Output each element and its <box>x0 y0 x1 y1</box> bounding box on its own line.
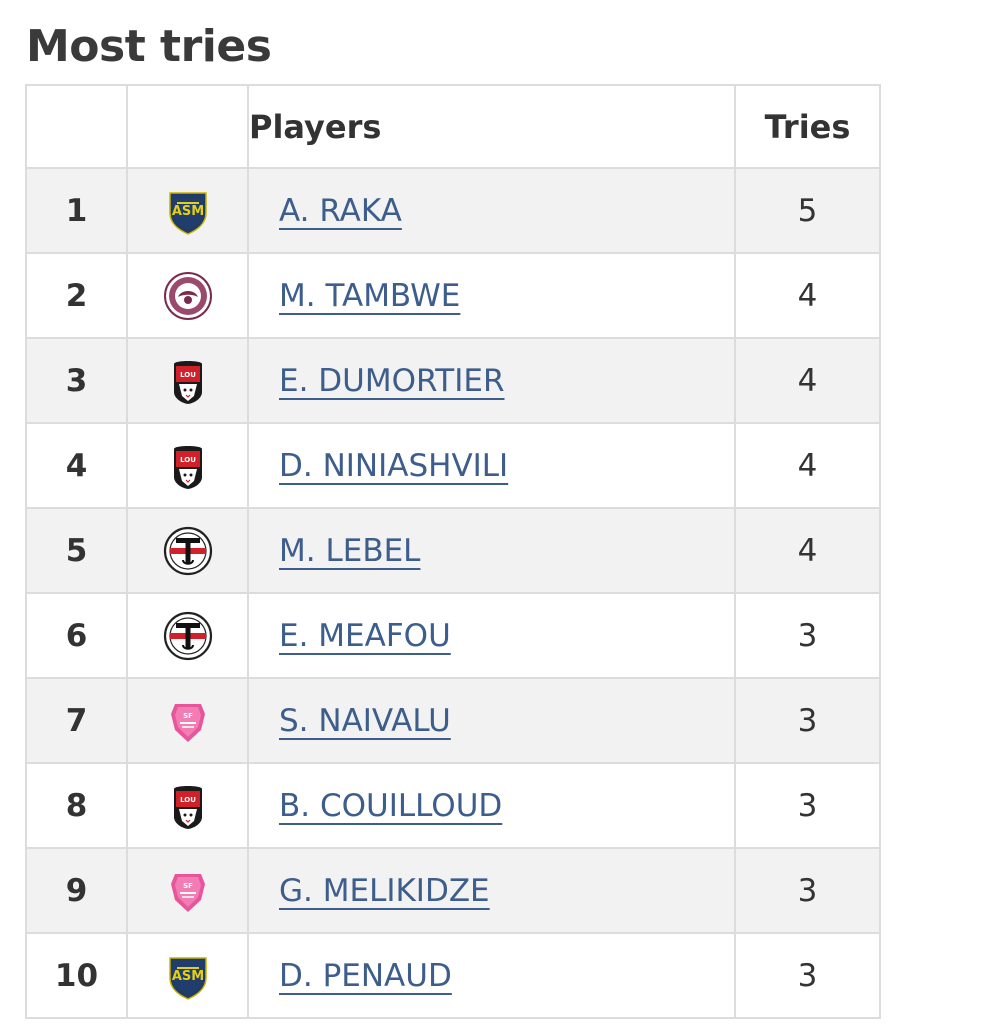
lou-shield-icon: LOU <box>163 781 213 831</box>
tries-cell: 4 <box>734 422 881 509</box>
club-logo-cell: SF <box>126 847 249 934</box>
svg-text:SF: SF <box>183 712 193 720</box>
toulouse-roundel-icon <box>163 526 213 576</box>
club-logo-cell: ASM <box>126 167 249 254</box>
rank-cell: 6 <box>25 592 128 679</box>
player-link[interactable]: M. TAMBWE <box>279 277 461 314</box>
rank-cell: 7 <box>25 677 128 764</box>
tries-cell: 3 <box>734 677 881 764</box>
table-row: 6 E. MEAFOU 3 <box>25 592 881 679</box>
lou-shield-icon: LOU <box>163 441 213 491</box>
table-row: 3 LOU E. DUMORTIER 4 <box>25 337 881 424</box>
player-cell: E. MEAFOU <box>247 592 736 679</box>
bordeaux-roundel-icon <box>163 271 213 321</box>
player-cell: E. DUMORTIER <box>247 337 736 424</box>
svg-text:LOU: LOU <box>180 796 196 804</box>
player-link[interactable]: E. MEAFOU <box>279 617 451 654</box>
players-header: Players <box>247 84 736 169</box>
club-logo-cell: LOU <box>126 762 249 849</box>
tries-cell: 3 <box>734 762 881 849</box>
table-row: 8 LOU B. COUILLOUD 3 <box>25 762 881 849</box>
rank-cell: 5 <box>25 507 128 594</box>
player-cell: D. NINIASHVILI <box>247 422 736 509</box>
table-row: 5 M. LEBEL 4 <box>25 507 881 594</box>
tries-cell: 3 <box>734 932 881 1019</box>
player-cell: M. TAMBWE <box>247 252 736 339</box>
toulouse-roundel-icon <box>163 611 213 661</box>
tries-cell: 3 <box>734 847 881 934</box>
stade-francais-badge-icon: SF <box>163 866 213 916</box>
table-row: 7 SF S. NAIVALU 3 <box>25 677 881 764</box>
table-row: 2 M. TAMBWE 4 <box>25 252 881 339</box>
club-logo-cell: SF <box>126 677 249 764</box>
tries-cell: 5 <box>734 167 881 254</box>
rank-cell: 4 <box>25 422 128 509</box>
club-header <box>126 84 249 169</box>
player-cell: A. RAKA <box>247 167 736 254</box>
club-logo-cell <box>126 252 249 339</box>
tries-cell: 4 <box>734 507 881 594</box>
tries-header: Tries <box>734 84 881 169</box>
rank-cell: 1 <box>25 167 128 254</box>
table-row: 9 SF G. MELIKIDZE 3 <box>25 847 881 934</box>
club-logo-cell <box>126 592 249 679</box>
club-logo-cell: ASM <box>126 932 249 1019</box>
player-link[interactable]: E. DUMORTIER <box>279 362 505 399</box>
table-row: 4 LOU D. NINIASHVILI 4 <box>25 422 881 509</box>
table-header: Players Tries <box>25 84 881 169</box>
player-cell: G. MELIKIDZE <box>247 847 736 934</box>
most-tries-table: Players Tries 1 ASM A. RAKA 5 2 M. TAMBW… <box>25 84 881 1019</box>
svg-text:LOU: LOU <box>180 371 196 379</box>
rank-header <box>25 84 128 169</box>
clermont-shield-icon: ASM <box>163 186 213 236</box>
header-row: Players Tries <box>25 84 881 169</box>
tries-cell: 4 <box>734 337 881 424</box>
player-cell: S. NAIVALU <box>247 677 736 764</box>
svg-text:SF: SF <box>183 882 193 890</box>
player-cell: D. PENAUD <box>247 932 736 1019</box>
page-title: Most tries <box>26 21 272 72</box>
rank-cell: 2 <box>25 252 128 339</box>
table-row: 10 ASM D. PENAUD 3 <box>25 932 881 1019</box>
table-body: 1 ASM A. RAKA 5 2 M. TAMBWE 4 3 LOU E. D… <box>25 167 881 1019</box>
player-link[interactable]: B. COUILLOUD <box>279 787 503 824</box>
tries-cell: 4 <box>734 252 881 339</box>
club-logo-cell <box>126 507 249 594</box>
club-logo-cell: LOU <box>126 337 249 424</box>
club-logo-cell: LOU <box>126 422 249 509</box>
svg-text:ASM: ASM <box>171 204 203 219</box>
player-link[interactable]: D. NINIASHVILI <box>279 447 509 484</box>
player-link[interactable]: A. RAKA <box>279 192 402 229</box>
svg-text:LOU: LOU <box>180 456 196 464</box>
clermont-shield-icon: ASM <box>163 951 213 1001</box>
player-link[interactable]: D. PENAUD <box>279 957 452 994</box>
player-link[interactable]: S. NAIVALU <box>279 702 451 739</box>
player-link[interactable]: G. MELIKIDZE <box>279 872 490 909</box>
player-cell: M. LEBEL <box>247 507 736 594</box>
stade-francais-badge-icon: SF <box>163 696 213 746</box>
lou-shield-icon: LOU <box>163 356 213 406</box>
rank-cell: 10 <box>25 932 128 1019</box>
player-cell: B. COUILLOUD <box>247 762 736 849</box>
rank-cell: 9 <box>25 847 128 934</box>
tries-cell: 3 <box>734 592 881 679</box>
player-link[interactable]: M. LEBEL <box>279 532 421 569</box>
rank-cell: 3 <box>25 337 128 424</box>
svg-text:ASM: ASM <box>171 969 203 984</box>
rank-cell: 8 <box>25 762 128 849</box>
table-row: 1 ASM A. RAKA 5 <box>25 167 881 254</box>
